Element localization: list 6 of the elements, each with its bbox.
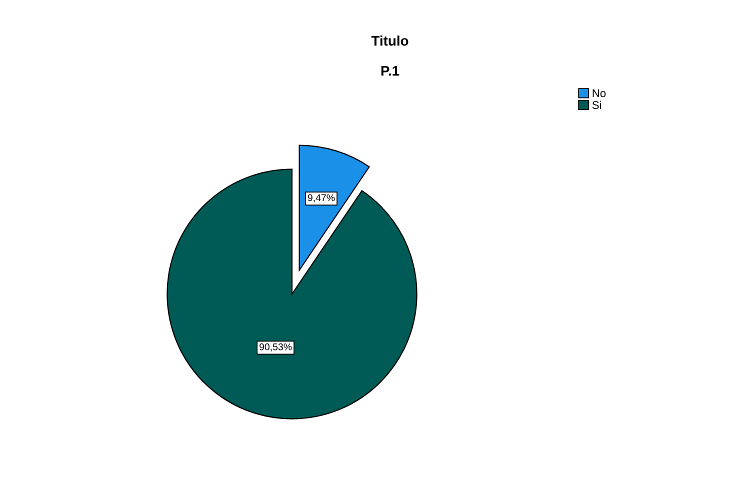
- legend-label: Si: [592, 100, 602, 109]
- data-label: 90,53%: [260, 343, 292, 352]
- legend-label: No: [592, 89, 606, 98]
- chart-subtitle: P.1: [381, 66, 400, 76]
- chart-title: Titulo: [371, 36, 408, 46]
- data-label: 9,47%: [308, 194, 335, 202]
